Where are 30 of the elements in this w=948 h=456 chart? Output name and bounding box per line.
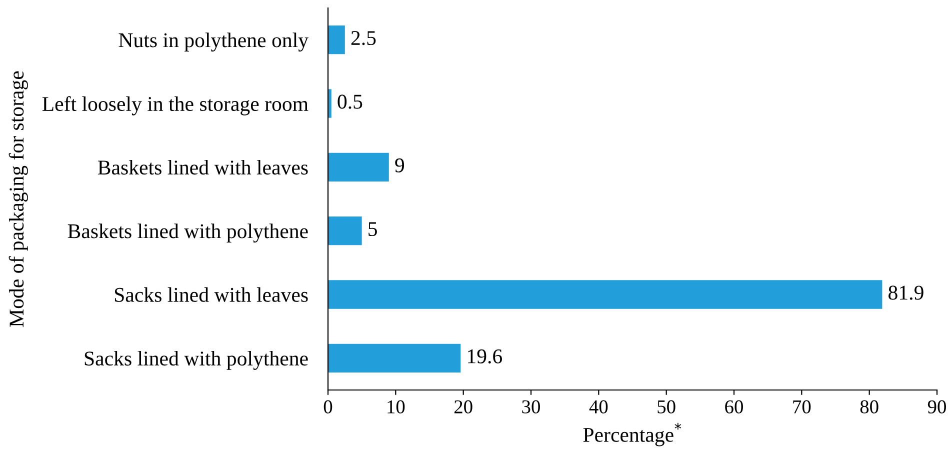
x-tick-label: 60 [725, 400, 743, 414]
data-label: 9 [395, 158, 404, 172]
x-tick-label: 80 [860, 400, 878, 414]
y-tick-label: Left loosely in the storage room [42, 96, 308, 116]
x-tick-label: 20 [454, 400, 472, 414]
y-tick-label: Sacks lined with polythene [84, 350, 308, 370]
y-tick-label: Nuts in polythene only [118, 32, 308, 52]
x-tick-label: 70 [793, 400, 811, 414]
x-axis-title: Percentage$^{*}$ [583, 422, 682, 446]
x-tick-label: 90 [928, 400, 946, 414]
data-label: 2.5 [351, 31, 376, 46]
x-tick-label: 0 [324, 400, 332, 414]
y-tick-label: Baskets lined with polythene [68, 224, 308, 243]
y-axis-title: Mode of packaging for storage [8, 71, 28, 327]
x-tick-label: 10 [388, 400, 405, 414]
data-label: 5 [368, 222, 377, 236]
data-label: 19.6 [468, 349, 502, 364]
bar [328, 344, 461, 372]
data-label: 0.5 [338, 94, 362, 109]
bar [328, 89, 332, 118]
x-tick-label: 40 [589, 400, 608, 414]
y-tick-label: Sacks lined with leaves [114, 287, 308, 302]
bar [328, 280, 882, 309]
bar [328, 152, 389, 182]
bar [328, 216, 362, 246]
data-label: 81.9 [888, 286, 924, 300]
x-tick-label: 50 [658, 400, 676, 414]
y-tick-label: Baskets lined with leaves [98, 160, 308, 175]
x-tick-label: 30 [522, 400, 540, 414]
bar [328, 26, 345, 54]
